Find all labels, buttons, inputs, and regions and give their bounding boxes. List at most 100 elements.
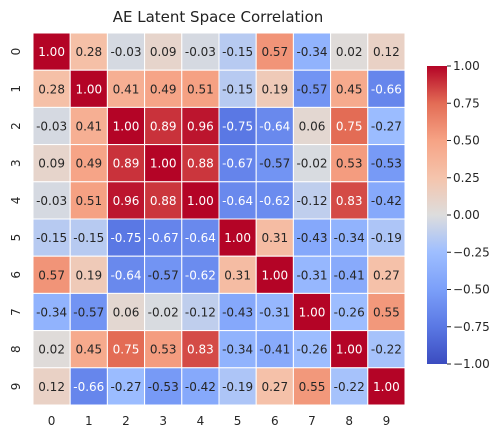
heatmap-cell	[69, 106, 108, 146]
x-tick-label: 3	[159, 414, 167, 428]
cell-value-label: 0.28	[75, 45, 102, 59]
cell-value-label: 0.45	[336, 82, 363, 96]
cell-value-label: 1.00	[187, 194, 214, 208]
cell-value-label: 0.12	[38, 380, 65, 394]
cell-value-label: -0.64	[185, 231, 216, 245]
heatmap-cell	[255, 330, 294, 369]
cell-value-label: 0.09	[150, 45, 177, 59]
y-tick-label: 3	[9, 159, 23, 167]
cell-value-label: -0.41	[334, 268, 365, 282]
heatmap-cell	[32, 255, 71, 294]
cell-value-label: 0.41	[113, 82, 140, 96]
y-tick-label: 2	[9, 122, 23, 130]
heatmap-cell	[144, 69, 183, 108]
heatmap-cell	[367, 106, 406, 146]
colorbar-tick-label: −0.50	[453, 283, 490, 297]
cell-value-label: -0.02	[296, 157, 327, 171]
cell-value-label: 0.27	[261, 380, 288, 394]
cell-value-label: 0.55	[373, 306, 400, 320]
y-axis-ticks: 0 1 2 3 4 5 6 7 8 9	[9, 48, 23, 390]
heatmap-cell	[218, 218, 257, 257]
cell-value-label: -0.15	[222, 45, 253, 59]
cell-value-label: 0.19	[261, 82, 288, 96]
heatmap-cell	[69, 330, 108, 369]
x-tick-label: 2	[122, 414, 130, 428]
cell-value-label: 0.57	[261, 45, 288, 59]
cell-value-label: 0.41	[75, 120, 102, 134]
cell-value-label: -0.42	[371, 194, 402, 208]
y-tick-label: 5	[9, 234, 23, 242]
heatmap-cell	[144, 330, 183, 369]
cell-value-label: 1.00	[75, 82, 102, 96]
heatmap-cell	[255, 367, 294, 406]
heatmap-cell	[330, 292, 369, 332]
cell-value-label: -0.53	[148, 380, 179, 394]
heatmap-cell	[367, 292, 406, 332]
cell-value-label: 1.00	[261, 268, 288, 282]
x-axis-ticks: 0 1 2 3 4 5 6 7 8 9	[48, 414, 390, 428]
heatmap-cell	[218, 255, 257, 294]
heatmap-cell	[106, 218, 146, 257]
cell-value-label: 0.45	[75, 343, 102, 357]
cell-value-label: -0.02	[148, 306, 179, 320]
cell-value-label: -0.27	[371, 120, 402, 134]
heatmap-cell	[330, 181, 369, 220]
cell-value-label: 1.00	[299, 306, 326, 320]
cell-value-label: 0.49	[150, 82, 177, 96]
cell-value-label: -0.34	[296, 45, 327, 59]
cell-value-label: -0.26	[296, 343, 327, 357]
heatmap-cells	[32, 32, 406, 406]
cell-value-label: -0.42	[185, 380, 216, 394]
heatmap-cell	[292, 106, 332, 146]
cell-value-label: -0.19	[371, 231, 402, 245]
heatmap-cell	[218, 32, 257, 71]
cell-value-label: 0.51	[75, 194, 102, 208]
colorbar-tick-label: 0.50	[453, 134, 480, 148]
y-tick-label: 9	[9, 383, 23, 391]
heatmap-cell	[144, 292, 183, 332]
cell-value-label: 1.00	[113, 120, 140, 134]
cell-value-label: -0.22	[371, 343, 402, 357]
cell-value-label: 1.00	[373, 380, 400, 394]
heatmap-cell	[255, 106, 294, 146]
cell-value-label: 0.83	[336, 194, 363, 208]
heatmap-cell	[330, 255, 369, 294]
cell-value-label: 0.83	[187, 343, 214, 357]
cell-value-label: -0.57	[73, 306, 104, 320]
x-tick-label: 8	[345, 414, 353, 428]
cell-value-label: -0.31	[296, 268, 327, 282]
cell-value-label: 0.96	[187, 120, 214, 134]
heatmap-cell	[32, 218, 71, 257]
heatmap-cell	[292, 181, 332, 220]
cell-value-label: -0.03	[185, 45, 216, 59]
heatmap-cell	[218, 367, 257, 406]
cell-value-label: 1.00	[224, 231, 251, 245]
cell-value-label: -0.15	[73, 231, 104, 245]
cell-value-label: -0.43	[222, 306, 253, 320]
cell-value-label: 1.00	[150, 157, 177, 171]
heatmap-cell	[144, 218, 183, 257]
y-tick-label: 1	[9, 85, 23, 93]
heatmap-cell	[69, 32, 108, 71]
heatmap-cell	[255, 181, 294, 220]
cell-value-label: 0.96	[113, 194, 140, 208]
cell-value-label: 0.28	[38, 82, 65, 96]
cell-value-label: -0.34	[222, 343, 253, 357]
heatmap-cell	[255, 69, 294, 108]
cell-value-label: 0.02	[38, 343, 65, 357]
cell-value-label: -0.34	[334, 231, 365, 245]
cell-value-label: 0.57	[38, 268, 65, 282]
heatmap-cell	[255, 292, 294, 332]
cell-value-label: -0.64	[259, 120, 290, 134]
cell-value-label: -0.57	[296, 82, 327, 96]
heatmap-cell	[32, 144, 71, 183]
y-tick-label: 6	[9, 271, 23, 279]
colorbar	[427, 66, 447, 364]
y-tick-label: 7	[9, 308, 23, 316]
heatmap-cell	[292, 32, 332, 71]
heatmap-cell	[69, 69, 108, 108]
heatmap-cell	[106, 367, 146, 406]
x-tick-label: 9	[383, 414, 391, 428]
colorbar-ticks: 1.00 0.75 0.50 0.25 0.00 −0.25 −0.50 −0.75 −1.00	[447, 59, 490, 371]
colorbar-tick-label: −0.25	[453, 245, 490, 259]
